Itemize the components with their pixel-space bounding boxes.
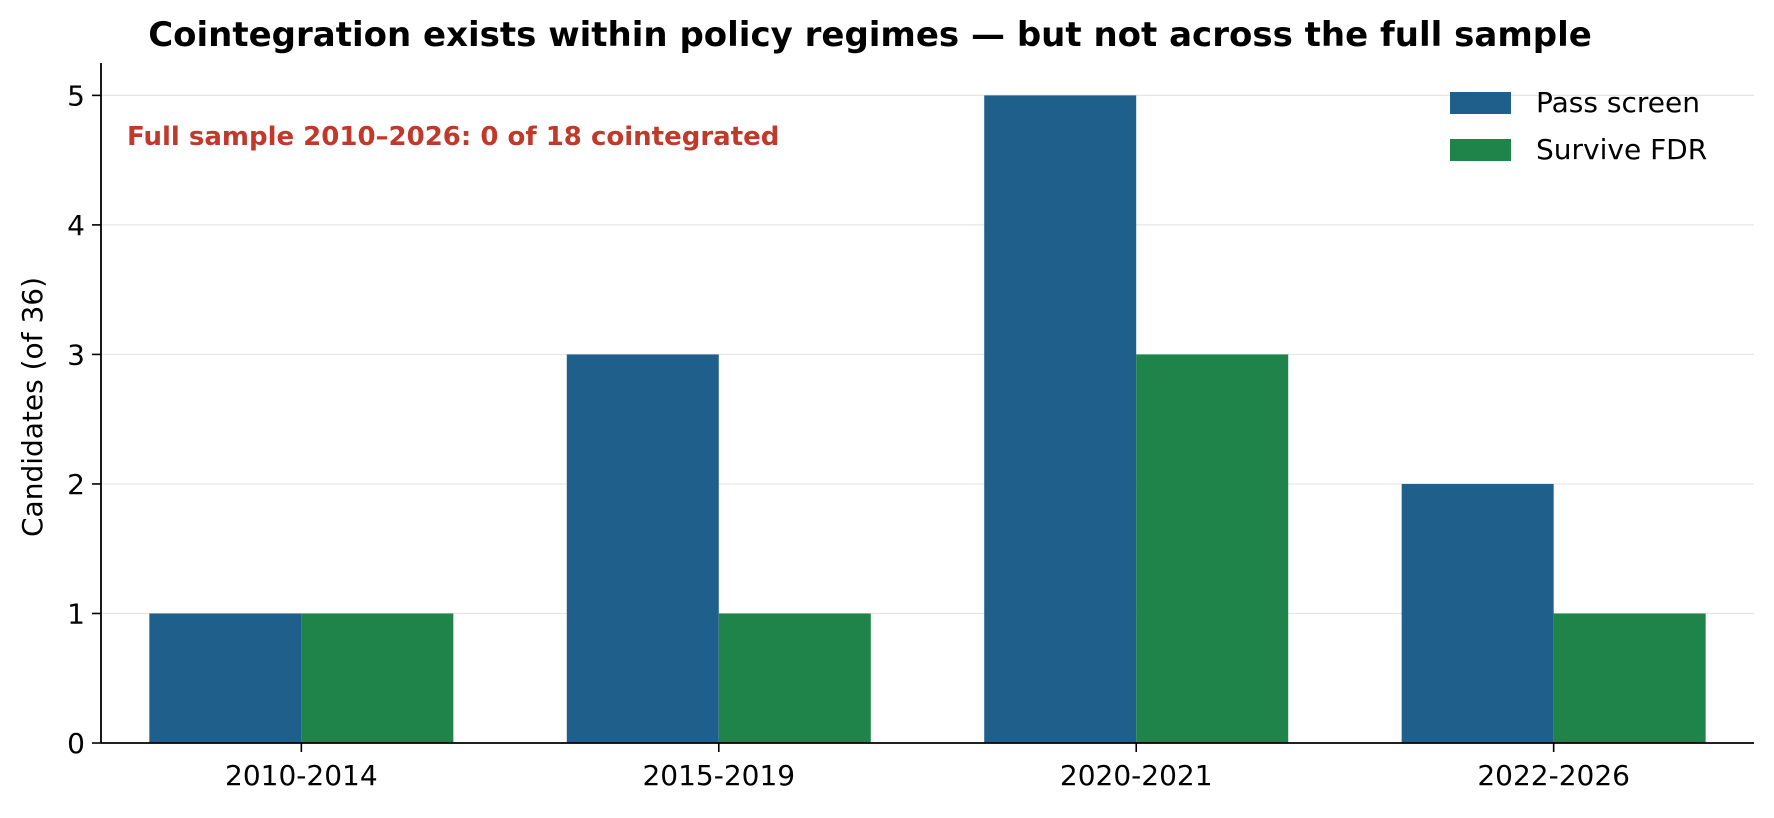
bar-pass-screen xyxy=(566,354,719,743)
axes xyxy=(100,63,1754,744)
legend-label: Pass screen xyxy=(1536,86,1700,119)
legend-label: Survive FDR xyxy=(1536,133,1707,166)
bar-survive-fdr xyxy=(1553,613,1706,743)
y-tick-label: 4 xyxy=(67,209,85,242)
bar-survive-fdr xyxy=(1136,354,1289,743)
y-tick-label: 1 xyxy=(67,597,85,630)
y-tick-label: 0 xyxy=(67,727,85,760)
legend-swatch xyxy=(1450,92,1511,114)
bar-pass-screen xyxy=(149,613,302,743)
legend-swatch xyxy=(1450,139,1511,161)
bar-survive-fdr xyxy=(301,613,454,743)
y-tick-label: 5 xyxy=(67,79,85,112)
chart-title: Cointegration exists within policy regim… xyxy=(148,15,1592,55)
tick-labels: 0 1 2 3 4 5 2010-2014 2015-2019 2020-2021 2022-20… xyxy=(67,79,1630,792)
bar-pass-screen xyxy=(984,95,1137,743)
x-tick-label: 2020-2021 xyxy=(1060,759,1213,792)
bar-survive-fdr xyxy=(718,613,871,743)
bars xyxy=(149,95,1706,743)
bar-pass-screen xyxy=(1401,483,1554,743)
x-tick-label: 2015-2019 xyxy=(642,759,795,792)
legend: Pass screen Survive FDR xyxy=(1450,86,1707,166)
y-axis-label: Candidates (of 36) xyxy=(16,277,49,537)
y-tick-label: 2 xyxy=(67,468,85,501)
annotation: Full sample 2010–2026: 0 of 18 cointegra… xyxy=(127,122,779,152)
x-tick-label: 2010-2014 xyxy=(225,759,378,792)
x-tick-label: 2022-2026 xyxy=(1477,759,1630,792)
y-tick-label: 3 xyxy=(67,338,85,371)
